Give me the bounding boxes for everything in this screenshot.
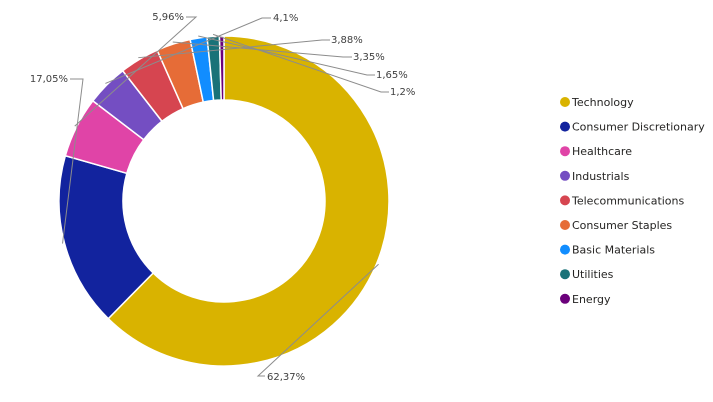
legend-item-utilities[interactable]: Utilities (560, 268, 614, 281)
legend-marker (560, 121, 570, 132)
legend-label: Industrials (572, 170, 630, 183)
data-label-healthcare: 5,96% (152, 12, 184, 23)
legend-label: Consumer Staples (572, 219, 672, 232)
data-label-industrials: 4,1% (273, 13, 298, 24)
legend-marker (560, 293, 570, 304)
data-label-telecommunications: 3,88% (331, 35, 363, 46)
legend-marker (560, 220, 570, 230)
legend-label: Consumer Discretionary (572, 121, 705, 134)
leader-line-healthcare (74, 16, 198, 127)
slice-energy[interactable] (218, 35, 225, 101)
leader-line-utilities (212, 33, 389, 93)
legend-label: Utilities (572, 268, 614, 281)
data-label-basic-materials: 1,65% (376, 70, 408, 81)
data-label-consumer-staples: 3,35% (353, 52, 385, 63)
leader-line-consumer-staples (172, 41, 352, 58)
slice-technology[interactable] (107, 35, 390, 367)
leader-line-industrials (105, 17, 271, 84)
legend-label: Telecommunications (571, 194, 685, 207)
leader-line-technology (256, 263, 379, 377)
legend-label: Energy (572, 293, 611, 306)
legend-label: Healthcare (572, 145, 632, 158)
legend-marker (560, 97, 570, 107)
legend-item-technology[interactable]: Technology (560, 96, 634, 109)
legend-item-telecommunications[interactable]: Telecommunications (560, 194, 685, 207)
legend-item-consumer-discretionary[interactable]: Consumer Discretionary (560, 121, 705, 134)
data-label-utilities: 1,2% (390, 87, 415, 98)
legend-marker (560, 146, 570, 157)
legend-item-consumer-staples[interactable]: Consumer Staples (560, 219, 672, 232)
data-label-consumer-discretionary: 17,05% (30, 74, 68, 85)
data-labels: 62,37% 17,05% 5,96% 4,1% 3,88% 3,35% 1,65% 1,2% (30, 12, 416, 383)
legend-label: Technology (571, 96, 634, 109)
legend-marker (560, 269, 570, 280)
legend-item-healthcare[interactable]: Healthcare (560, 145, 632, 158)
data-label-technology: 62,37% (267, 372, 305, 383)
legend-item-basic-materials[interactable]: Basic Materials (560, 244, 655, 257)
leader-line-consumer-discretionary (62, 78, 84, 244)
leader-line-telecommunications (138, 39, 330, 59)
legend-item-industrials[interactable]: Industrials (560, 170, 630, 183)
legend-item-energy[interactable]: Energy (560, 293, 611, 306)
legend-marker (560, 170, 570, 181)
legend-label: Basic Materials (572, 244, 655, 257)
legend-marker (560, 244, 570, 255)
donut-slices (58, 35, 390, 367)
legend: Technology Consumer Discretionary Healthca… (560, 96, 705, 306)
legend-marker (560, 195, 570, 206)
leader-lines (62, 16, 389, 377)
